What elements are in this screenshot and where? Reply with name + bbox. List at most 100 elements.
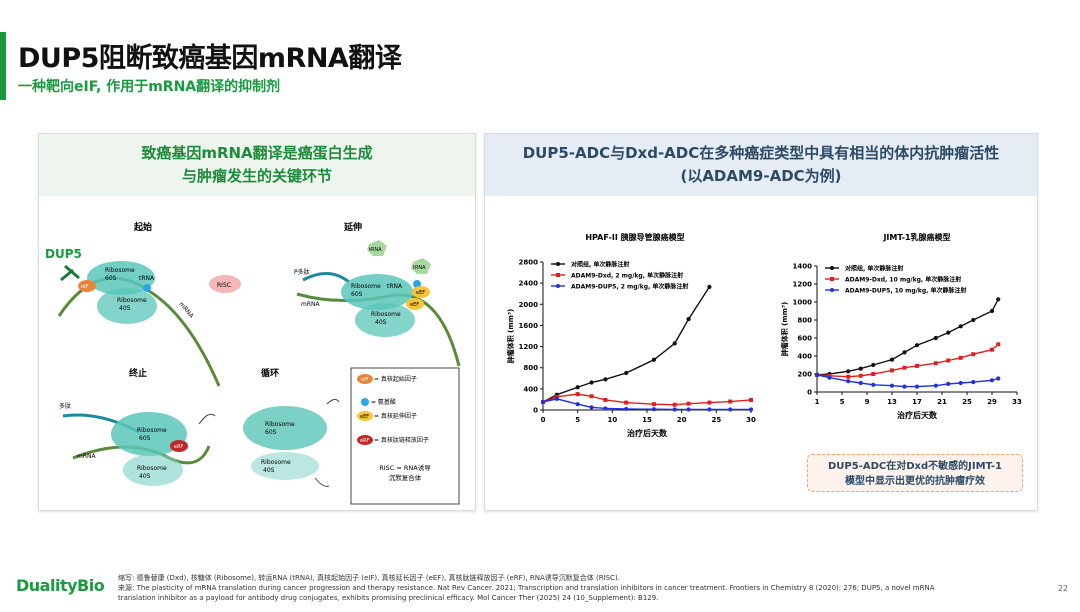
risc-complex — [209, 275, 241, 293]
ribosome40-label-termination: Ribosome — [137, 465, 167, 472]
erf-label-termination: eRF — [174, 444, 184, 450]
chart-1-xtick-label: 1 — [815, 398, 820, 406]
ribosome-60s-elongation — [341, 274, 413, 310]
jimt1-callout: DUP5-ADC在对Dxd不敏感的JIMT-1 模型中显示出更优的抗肿瘤疗效 — [807, 454, 1023, 492]
eef-factor-1 — [412, 286, 430, 298]
chart-0-series-0-point — [603, 377, 608, 382]
chart-1-series-1-point — [915, 363, 919, 368]
ribosome-label-recycling: Ribosome — [265, 421, 295, 428]
chart-1-series-2-point — [933, 383, 938, 388]
ribosome40-label-elongation: Ribosome — [371, 311, 401, 318]
stage-termination: 终止 — [128, 367, 147, 379]
efficacy-panel: DUP5-ADC与Dxd-ADC在多种癌症类型中具有相当的体内抗肿瘤活性 (以A… — [484, 133, 1038, 511]
legend-eef-mini: eEF — [360, 414, 369, 420]
s60-label-elongation: 60S — [351, 291, 363, 298]
chart-0-series-2-point — [603, 406, 608, 411]
chart-0-series-1-point — [554, 394, 559, 399]
chart-0-xtick-label: 15 — [642, 416, 652, 424]
dissociation-arrow-1 — [326, 398, 340, 405]
trna-label-initiation: tRNA — [139, 275, 155, 282]
chart-1-xtick-label: 33 — [1012, 398, 1022, 406]
chart-1-xtick-label: 29 — [987, 398, 997, 406]
chart-1-series-2-point — [971, 380, 976, 385]
chart-1-series-0-point — [858, 366, 863, 371]
mechanism-heading: 致癌基因mRNA翻译是癌蛋白生成 与肿瘤发生的关键环节 — [39, 134, 475, 196]
legend-erf-swatch — [357, 435, 373, 445]
dissociation-arrow-2 — [314, 477, 330, 487]
ribosome-40s-elongation — [355, 303, 415, 337]
chart-0-series-1-line — [542, 393, 752, 406]
chart-1-xtick-label: 21 — [937, 398, 947, 406]
risc-label: RISC — [217, 282, 231, 289]
chart-0-series-2-point — [707, 407, 712, 412]
chart-1-series-2-point — [889, 383, 895, 388]
chart-1-ytick-label: 200 — [797, 371, 812, 379]
page-title: DUP5阻断致癌基因mRNA翻译 — [18, 43, 402, 74]
translation-diagram: 起始 延伸 终止 循环 DUP5 Ribosome 60S Ribosome 4… — [45, 221, 461, 505]
chart-1-series-2-point — [958, 380, 963, 386]
chart-1-xtick-label: 5 — [840, 398, 845, 406]
chart-0-series-2-point — [748, 407, 754, 412]
ribosome-60s-initiation — [87, 261, 155, 295]
chart-0-ytick-label: 400 — [523, 385, 538, 393]
chart-1-series-0-point — [889, 357, 895, 362]
release-arrow — [198, 413, 216, 425]
legend-risc-line1: RISC = RNA诱导 — [379, 464, 431, 472]
peptide-label-termination: 多肽 — [59, 402, 71, 410]
chart-1-xtick-label: 25 — [962, 398, 972, 406]
chart-0-legend-0-label: 对照组, 单次静脉注射 — [571, 261, 629, 269]
callout-line2: 模型中显示出更优的抗肿瘤疗效 — [845, 476, 985, 487]
chart-0-xtick-label: 25 — [711, 416, 721, 424]
chart-0-series-1-point — [575, 392, 580, 397]
chart-1-legend-1-label: ADAM9-Dxd, 10 mg/kg, 单次静脉注射 — [845, 276, 961, 284]
chart-0-series-1-point — [707, 400, 712, 405]
chart-1-series-2-point — [846, 379, 851, 384]
chart-1-xlabel: 治疗后天数 — [897, 410, 938, 420]
page-number: 22 — [1057, 584, 1068, 593]
peptide-label-elongation: P多肽 — [294, 268, 310, 276]
chart-1-series-1-point — [902, 365, 907, 370]
legend-eif-mini: eIF — [361, 377, 369, 383]
efficacy-heading: DUP5-ADC与Dxd-ADC在多种癌症类型中具有相当的体内抗肿瘤活性 (以A… — [485, 134, 1037, 196]
chart-1-series-2-point — [814, 372, 820, 377]
ribosome-40s-termination — [123, 454, 183, 486]
chart-1-series-0-line — [816, 298, 999, 376]
dup5-inhibitor-mark — [60, 264, 80, 282]
chart-0-ytick-label: 1200 — [519, 343, 539, 351]
mechanism-panel: 致癌基因mRNA翻译是癌蛋白生成 与肿瘤发生的关键环节 起始 延伸 终止 循环 … — [38, 133, 476, 511]
ribosome-60s-termination — [111, 412, 187, 456]
chart-1-ytick-label: 600 — [797, 335, 812, 343]
chart-0-xtick-label: 0 — [541, 416, 546, 424]
chart-0-series-1-point — [728, 399, 733, 404]
chart-1-series-1-line — [816, 343, 999, 378]
chart-0-series-2-point — [651, 407, 657, 412]
chart-1-series-0-point — [871, 362, 876, 368]
ribosome-label-initiation: Ribosome — [105, 267, 135, 274]
chart-1-series-1-point — [933, 361, 938, 366]
chart-1-series-2-point — [902, 384, 907, 389]
chart-1-ytick-label: 1000 — [793, 299, 813, 307]
chart-1-legend-1-marker — [830, 277, 834, 281]
chart-1-series-1-point — [990, 347, 994, 352]
chart-1-series-1-point — [958, 355, 963, 360]
chart-1-series-2-point — [871, 382, 876, 387]
chart-0-title: HPAF-II 胰腺导管腺癌模型 — [585, 232, 684, 242]
footnote: 缩写: 德鲁替康 (Dxd), 核糖体 (Ribosome), 转运RNA (t… — [118, 573, 1018, 603]
chart-1-series-2-point — [914, 384, 920, 389]
mechanism-heading-line1: 致癌基因mRNA翻译是癌蛋白生成 — [141, 144, 373, 162]
chart-0-series-2-point — [624, 406, 629, 412]
footnote-abbrev: 缩写: 德鲁替康 (Dxd), 核糖体 (Ribosome), 转运RNA (t… — [118, 574, 620, 582]
chart-0-series-2-point — [540, 399, 546, 405]
footnote-source-cont: translation inhibitor as a payload for a… — [118, 594, 659, 602]
legend-amino-text: = 氨基酸 — [371, 398, 396, 406]
chart-0-xlabel: 治疗后天数 — [627, 428, 668, 438]
chart-0-ytick-label: 1600 — [519, 322, 539, 330]
trna-floating-1 — [367, 240, 387, 256]
chart-1-series-0-point — [946, 330, 951, 335]
chart-0-series-1-point — [651, 402, 656, 407]
erf-factor-termination — [170, 440, 188, 452]
chart-0-series-0-point — [624, 370, 629, 376]
amino-acid-elongation — [413, 280, 421, 288]
chart-0-series-0-line — [542, 286, 710, 403]
company-logo: DualityBio — [16, 576, 105, 595]
